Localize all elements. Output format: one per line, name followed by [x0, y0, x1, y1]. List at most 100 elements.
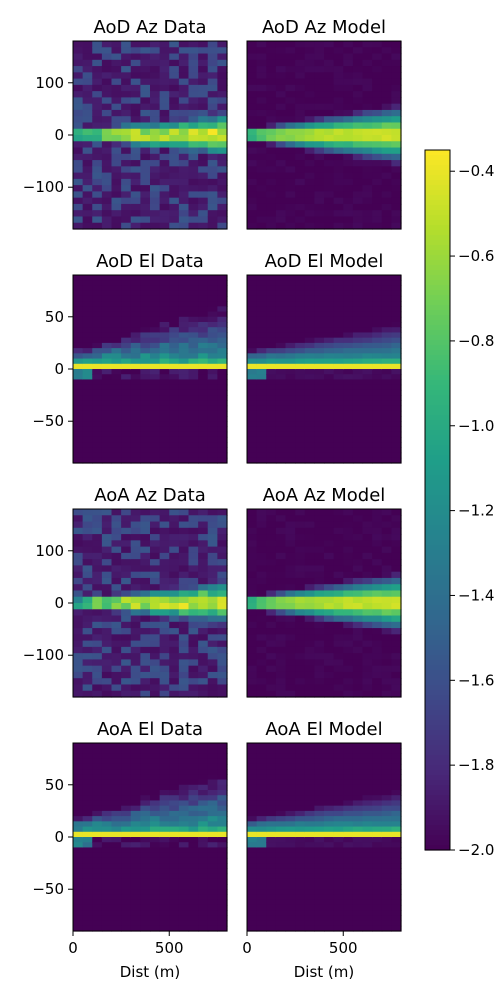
heatmap-cell: [381, 646, 392, 654]
colorbar-segment: [425, 215, 450, 221]
heatmap-cell: [391, 571, 402, 579]
heatmap-cell: [178, 920, 190, 927]
heatmap-cell: [111, 748, 122, 755]
heatmap-cell: [285, 306, 296, 313]
heatmap-cell: [247, 659, 258, 667]
heatmap-cell: [324, 810, 335, 817]
heatmap-cell: [82, 615, 93, 623]
heatmap-cell: [188, 41, 199, 48]
heatmap-cell: [352, 285, 364, 292]
heatmap-cell: [101, 53, 113, 61]
heatmap-cell: [285, 141, 296, 149]
heatmap-cell: [304, 646, 315, 654]
heatmap-cell: [188, 904, 199, 911]
heatmap-cell: [217, 857, 228, 864]
heatmap-cell: [285, 410, 296, 417]
heatmap-cell: [343, 369, 354, 375]
heatmap-cell: [324, 743, 335, 749]
heatmap-cell: [304, 609, 315, 617]
heatmap-cell: [159, 690, 170, 698]
heatmap-cell: [159, 290, 170, 297]
heatmap-cell: [101, 552, 113, 560]
heatmap-cell: [92, 609, 103, 617]
heatmap-cell: [150, 153, 161, 161]
heatmap-cell: [343, 416, 354, 422]
heatmap-cell: [285, 910, 296, 916]
heatmap-cell: [188, 596, 199, 604]
heatmap-cell: [247, 758, 258, 765]
heatmap-cell: [121, 311, 132, 318]
heatmap-cell: [92, 172, 103, 180]
heatmap-cell: [256, 316, 267, 323]
heatmap-cell: [121, 758, 132, 765]
heatmap-cell: [324, 774, 335, 781]
heatmap-cell: [352, 910, 364, 916]
heatmap-cell: [285, 337, 296, 344]
heatmap-cell: [247, 769, 258, 775]
heatmap-cell: [140, 103, 151, 111]
heatmap-cell: [101, 596, 113, 604]
heatmap-cell: [333, 311, 344, 318]
heatmap-cell: [82, 84, 93, 92]
heatmap-cell: [198, 684, 209, 692]
heatmap-cell: [217, 290, 228, 297]
heatmap-cell: [73, 671, 84, 679]
heatmap-cell: [314, 348, 325, 354]
heatmap-cell: [256, 290, 267, 297]
heatmap-cell: [198, 795, 209, 802]
heatmap-cell: [217, 203, 228, 211]
heatmap-cell: [207, 847, 218, 854]
heatmap-cell: [178, 671, 190, 679]
heatmap-cell: [343, 920, 354, 927]
heatmap-cell: [217, 84, 228, 92]
heatmap-cell: [343, 640, 354, 648]
heatmap-cell: [121, 800, 132, 807]
heatmap-cell: [121, 743, 132, 749]
heatmap-cell: [121, 665, 132, 673]
heatmap-cell: [275, 160, 287, 167]
heatmap-cell: [111, 400, 122, 407]
heatmap-cell: [266, 690, 277, 698]
heatmap-cell: [362, 322, 373, 328]
heatmap-cell: [101, 810, 113, 817]
heatmap-cell: [372, 515, 383, 523]
heatmap-cell: [247, 863, 258, 869]
heatmap-cell: [198, 889, 209, 896]
heatmap-cell: [82, 348, 93, 354]
heatmap-cell: [352, 634, 364, 642]
heatmap-cell: [188, 559, 199, 566]
heatmap-cell: [324, 800, 335, 807]
heatmap-cell: [92, 653, 103, 660]
heatmap-cell: [140, 684, 151, 692]
heatmap-cell: [188, 78, 199, 86]
heatmap-cell: [92, 431, 103, 438]
heatmap-cell: [140, 389, 151, 396]
heatmap-cell: [256, 185, 267, 192]
heatmap-cell: [188, 628, 199, 635]
heatmap-cell: [324, 384, 335, 391]
heatmap-cell: [333, 873, 344, 880]
colorbar-segment: [425, 595, 450, 601]
heatmap-cell: [188, 166, 199, 174]
heatmap-cell: [247, 395, 258, 401]
heatmap-cell: [159, 185, 170, 192]
heatmap-cell: [256, 395, 267, 401]
heatmap-cell: [73, 72, 84, 80]
heatmap-cell: [82, 609, 93, 617]
heatmap-cell: [140, 665, 151, 673]
heatmap-cell: [207, 748, 218, 755]
heatmap-cell: [169, 342, 180, 349]
heatmap-cell: [256, 779, 267, 786]
heatmap-cell: [266, 457, 277, 464]
heatmap-cell: [169, 410, 180, 417]
heatmap-cell: [198, 852, 209, 859]
heatmap-cell: [92, 342, 103, 349]
heatmap-cell: [188, 436, 199, 443]
heatmap-cell: [324, 185, 335, 192]
heatmap-cell: [188, 374, 199, 381]
heatmap-cell: [140, 659, 151, 667]
heatmap-cell: [73, 894, 84, 901]
heatmap-cell: [82, 103, 93, 111]
heatmap-cell: [275, 306, 287, 313]
heatmap-cell: [217, 191, 228, 199]
